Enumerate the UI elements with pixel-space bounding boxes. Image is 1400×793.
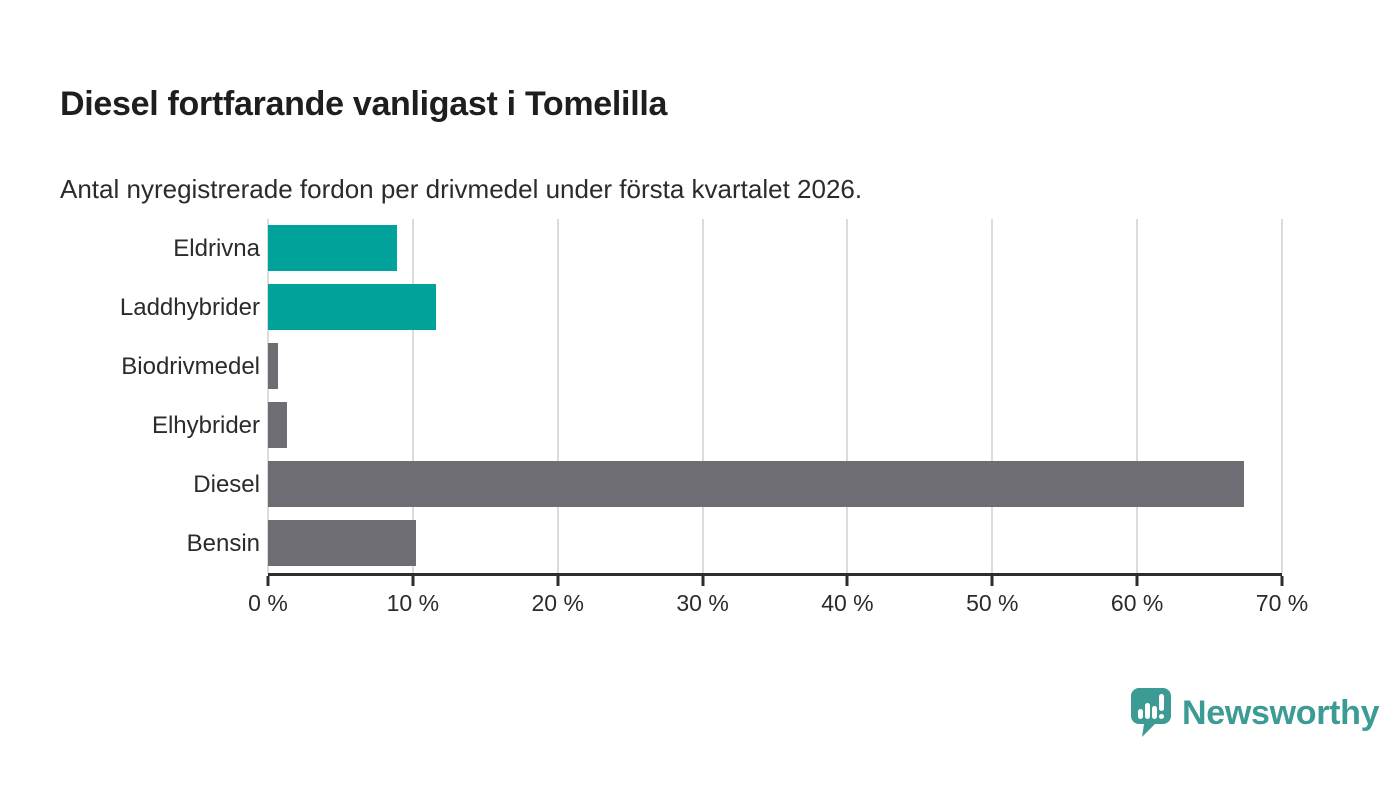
- newsworthy-wordmark: Newsworthy: [1182, 693, 1380, 732]
- chart-row: [268, 278, 1282, 337]
- newsworthy-pin-barchart-icon: [1131, 688, 1171, 737]
- bars-layer: [268, 219, 1282, 573]
- category-label: Laddhybrider: [119, 294, 260, 321]
- axis-tick: [266, 576, 270, 586]
- bar-laddhybrider: [268, 284, 437, 330]
- axis-tick-label: 50 %: [966, 590, 1019, 616]
- gridline: [846, 219, 849, 573]
- bar-diesel: [268, 461, 1245, 507]
- chart-row: [268, 396, 1282, 455]
- category-label: Elhybrider: [151, 412, 260, 439]
- gridline: [1281, 219, 1283, 573]
- gridline: [267, 219, 269, 573]
- category-label: Eldrivna: [173, 235, 260, 262]
- axis-tick: [990, 576, 994, 586]
- category-labels-column: Eldrivna Laddhybrider Biodrivmedel Elhybrid…: [0, 219, 260, 573]
- gridline: [991, 219, 994, 573]
- chart-row: [268, 455, 1282, 514]
- chart-subtitle: Antal nyregistrerade fordon per drivmede…: [60, 174, 863, 204]
- gridline: [411, 219, 414, 573]
- bar-elhybrider: [268, 402, 287, 448]
- axis-tick-label: 30 %: [676, 590, 729, 616]
- newsworthy-logo: Newsworthy: [1131, 688, 1380, 738]
- chart-row: [268, 514, 1282, 573]
- axis-tick: [1280, 576, 1284, 586]
- bar-chart-plot-area: 0 % 10 % 20 % 30 % 40 % 50 % 60 % 70 %: [248, 219, 1308, 616]
- chart-row: [268, 219, 1282, 278]
- axis-tick-label: 40 %: [821, 590, 874, 616]
- bar-eldrivna: [268, 225, 397, 271]
- category-label: Bensin: [186, 530, 260, 557]
- axis-tick: [1135, 576, 1139, 586]
- gridline: [556, 219, 559, 573]
- category-label: Diesel: [193, 471, 260, 498]
- axis-tick-label: 20 %: [531, 590, 584, 616]
- axis-tick: [845, 576, 849, 586]
- axis-tick-label: 10 %: [386, 590, 440, 616]
- axis-tick-label: 60 %: [1110, 590, 1164, 616]
- axis-tick: [411, 576, 415, 586]
- bar-biodrivmedel: [268, 343, 279, 389]
- chart-row: [268, 337, 1282, 396]
- gridline: [1136, 219, 1139, 573]
- page-title: Diesel fortfarande vanligast i Tomelilla: [60, 84, 668, 123]
- axis-tick: [701, 576, 705, 586]
- gridline: [701, 219, 704, 573]
- axis-tick-label: 0 %: [248, 590, 288, 616]
- axis-tick: [556, 576, 560, 586]
- bar-bensin: [268, 520, 416, 566]
- category-label: Biodrivmedel: [121, 353, 260, 380]
- axis-tick-label: 70 %: [1255, 590, 1309, 616]
